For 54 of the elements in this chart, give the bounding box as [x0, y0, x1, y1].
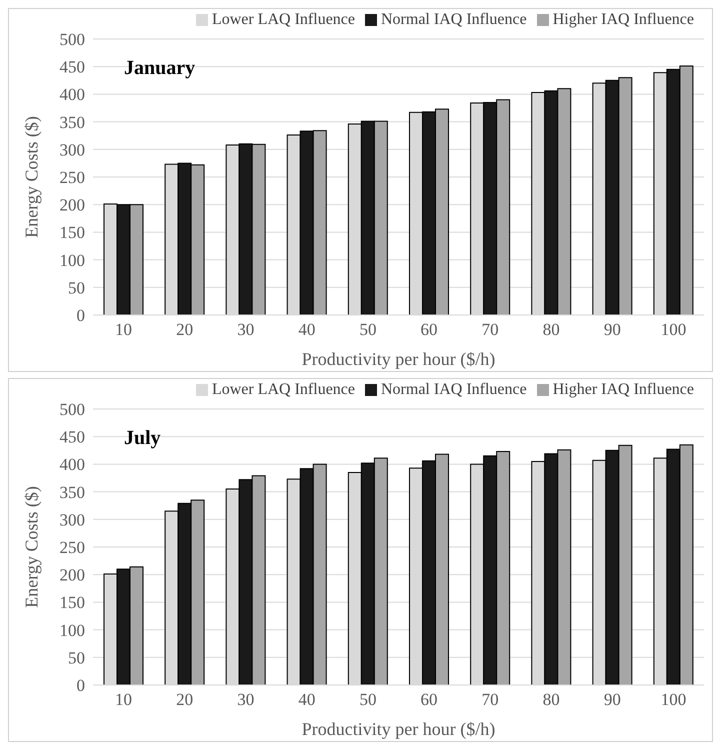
y-tick-label: 350: [60, 112, 85, 132]
y-tick-label: 50: [68, 278, 85, 298]
annotation: July: [124, 427, 161, 450]
x-tick-label: 40: [298, 690, 316, 710]
annotation: January: [124, 57, 196, 80]
y-tick-label: 150: [60, 223, 85, 242]
legend-label: Higher IAQ Influence: [552, 381, 694, 398]
x-tick-label: 90: [604, 320, 621, 340]
x-tick-label: 20: [176, 690, 194, 710]
y-tick-label: 0: [76, 306, 85, 326]
x-tick-label: 40: [298, 320, 316, 340]
y-tick-label: 50: [68, 648, 85, 668]
x-tick-label: 10: [115, 690, 132, 710]
y-tick-label: 400: [60, 85, 85, 104]
x-tick-label: 60: [420, 320, 438, 340]
y-tick-label: 500: [60, 30, 85, 50]
y-axis-title: Energy Costs ($): [21, 116, 42, 238]
x-tick-label: 10: [115, 320, 132, 340]
x-axis-title: Productivity per hour ($/h): [302, 349, 496, 369]
x-axis-title: Productivity per hour ($/h): [302, 719, 496, 739]
y-tick-label: 250: [60, 168, 85, 188]
x-tick-label: 70: [482, 320, 499, 340]
y-tick-label: 150: [60, 593, 85, 612]
x-tick-label: 100: [660, 690, 686, 710]
x-tick-label: 30: [237, 690, 254, 710]
x-tick-label: 80: [542, 690, 560, 710]
x-tick-label: 100: [660, 320, 686, 340]
x-tick-label: 80: [542, 320, 560, 340]
y-tick-label: 300: [60, 510, 85, 530]
legend-label: Lower LAQ Influence: [212, 11, 355, 28]
x-tick-label: 60: [420, 690, 438, 710]
y-tick-label: 100: [60, 250, 85, 270]
x-tick-label: 20: [176, 320, 194, 340]
x-tick-label: 70: [482, 690, 499, 710]
legend-label: Lower LAQ Influence: [212, 381, 355, 398]
y-tick-label: 0: [76, 676, 85, 696]
y-tick-label: 500: [60, 400, 85, 420]
x-tick-label: 30: [237, 320, 254, 340]
y-tick-label: 350: [60, 482, 85, 502]
legend-label: Normal IAQ Influence: [381, 11, 527, 28]
y-tick-label: 450: [60, 58, 85, 77]
y-tick-label: 400: [60, 455, 85, 474]
x-tick-label: 50: [359, 690, 376, 710]
y-tick-label: 250: [60, 538, 85, 558]
x-tick-label: 50: [359, 320, 376, 340]
y-axis-title: Energy Costs ($): [21, 486, 42, 608]
y-tick-label: 100: [60, 620, 85, 640]
x-tick-label: 90: [604, 690, 621, 710]
y-tick-label: 300: [60, 140, 85, 160]
y-tick-label: 200: [60, 196, 85, 215]
legend-label: Higher IAQ Influence: [552, 11, 694, 28]
y-tick-label: 200: [60, 566, 85, 585]
y-tick-label: 450: [60, 428, 85, 447]
legend-label: Normal IAQ Influence: [381, 381, 527, 398]
